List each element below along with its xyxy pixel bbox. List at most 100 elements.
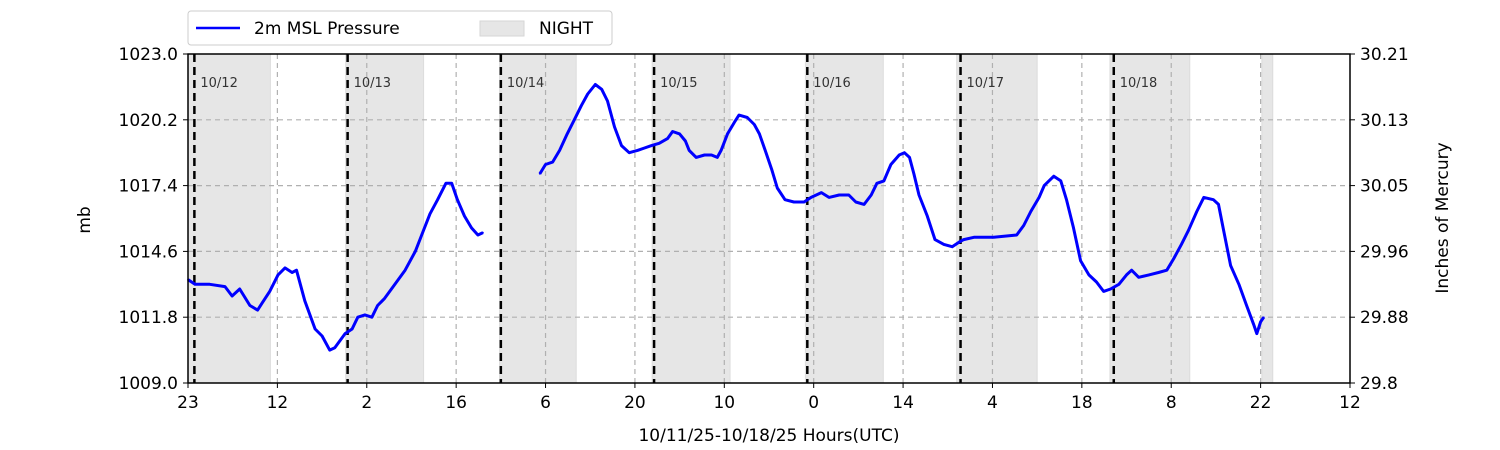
pressure-data-point	[1195, 210, 1198, 213]
pressure-data-point	[429, 213, 431, 215]
pressure-data-point	[684, 140, 687, 142]
pressure-data-point	[628, 151, 630, 154]
x-tick-label: 14	[892, 393, 914, 413]
pressure-data-point	[573, 119, 576, 121]
x-tick-label: 16	[445, 393, 467, 413]
pressure-data-point	[1187, 229, 1190, 232]
pressure-data-point	[256, 309, 259, 311]
pressure-data-point	[1088, 274, 1090, 276]
pressure-data-point	[291, 271, 293, 274]
x-tick-label: 23	[177, 393, 199, 413]
pressure-data-point	[1137, 276, 1140, 279]
day-marker-label: 10/15	[660, 76, 697, 91]
pressure-data-point	[1065, 198, 1068, 201]
y-axis-label: mb	[75, 206, 95, 233]
pressure-data-point	[334, 346, 336, 349]
pressure-data-point	[314, 328, 316, 330]
pressure-data-point	[926, 215, 929, 217]
pressure-data-point	[1043, 184, 1045, 187]
pressure-data-point	[383, 297, 386, 300]
x-tick-label: 8	[1166, 393, 1177, 413]
x-tick-label: 20	[624, 393, 646, 413]
pressure-data-point	[404, 269, 406, 272]
pressure-data-point	[820, 191, 823, 194]
y-axis-right-label: Inches of Mercury	[1433, 142, 1453, 293]
pressure-data-point	[1212, 198, 1215, 201]
pressure-data-point	[650, 144, 653, 147]
pressure-data-point	[983, 236, 985, 239]
y-right-tick-label: 30.21	[1360, 45, 1409, 65]
pressure-data-point	[883, 180, 885, 182]
day-marker-label: 10/18	[1120, 76, 1157, 91]
pressure-data-point	[934, 238, 936, 241]
day-marker-label: 10/16	[813, 76, 850, 91]
night-band	[187, 53, 271, 384]
plot-frame	[187, 53, 1351, 384]
pressure-data-point	[828, 196, 830, 199]
pressure-data-point	[890, 163, 892, 166]
pressure-data-point	[758, 133, 761, 135]
pressure-data-point	[973, 236, 975, 239]
pressure-data-point	[764, 149, 766, 152]
night-band	[345, 53, 425, 384]
x-tick-label: 2	[361, 393, 372, 413]
pressure-data-point	[1202, 196, 1205, 199]
x-tick-label: 22	[1250, 393, 1272, 413]
pressure-data-point	[720, 149, 722, 152]
y-tick-label: 1020.2	[119, 111, 178, 131]
night-band	[651, 53, 731, 384]
pressure-data-point	[394, 283, 396, 286]
pressure-data-point	[1095, 281, 1098, 283]
pressure-data-point	[1029, 210, 1032, 213]
pressure-data-point	[249, 304, 251, 307]
x-tick-label: 6	[540, 393, 551, 413]
pressure-data-point	[558, 149, 561, 152]
pressure-data-point	[414, 250, 417, 253]
pressure-data-point	[695, 156, 698, 159]
y-right-tick-label: 30.13	[1360, 111, 1409, 131]
pressure-data-point	[321, 335, 323, 337]
pressure-data-point	[580, 104, 583, 107]
x-tick-label: 18	[1071, 393, 1093, 413]
pressure-data-point	[643, 147, 646, 149]
pressure-data-point	[1102, 290, 1105, 293]
x-tick-label: 0	[808, 393, 819, 413]
pressure-data-point	[876, 182, 878, 185]
pressure-data-point	[351, 328, 353, 330]
pressure-data-point	[658, 142, 660, 145]
pressure-data-point	[261, 302, 263, 304]
pressure-data-point	[1038, 196, 1040, 199]
pressure-data-point	[1222, 229, 1225, 232]
pressure-data-point	[666, 137, 669, 140]
pressure-data-point	[1109, 288, 1112, 290]
y-right-tick-label: 29.88	[1360, 308, 1409, 328]
pressure-data-point	[1072, 227, 1075, 229]
pressure-data-point	[703, 154, 706, 156]
legend-label-night: NIGHT	[539, 19, 594, 39]
pressure-data-point	[231, 295, 233, 297]
pressure-data-point	[482, 231, 484, 234]
y-tick-label: 1014.6	[119, 242, 178, 262]
pressure-data-point	[477, 234, 479, 236]
night-band	[1109, 53, 1191, 384]
pressure-data-point	[277, 274, 279, 276]
pressure-data-point	[943, 243, 945, 246]
y-tick-label: 1017.4	[119, 177, 178, 197]
x-axis-label: 10/11/25-10/18/25 Hours(UTC)	[638, 426, 899, 446]
pressure-data-point	[918, 194, 920, 196]
pressure-data-point	[898, 154, 901, 156]
pressure-data-point	[746, 116, 749, 119]
pressure-data-point	[1238, 283, 1240, 286]
pressure-data-point	[284, 267, 286, 269]
pressure-data-point	[594, 83, 597, 86]
pressure-data-point	[328, 349, 331, 351]
y-tick-label: 1009.0	[119, 374, 178, 394]
pressure-data-point	[224, 285, 226, 288]
pressure-data-point	[710, 154, 713, 156]
legend: 2m MSL Pressure NIGHT	[187, 10, 613, 46]
day-marker-label: 10/13	[354, 76, 391, 91]
pressure-data-point	[793, 201, 795, 203]
pressure-data-point	[1180, 243, 1183, 246]
pressure-data-point	[268, 290, 271, 293]
